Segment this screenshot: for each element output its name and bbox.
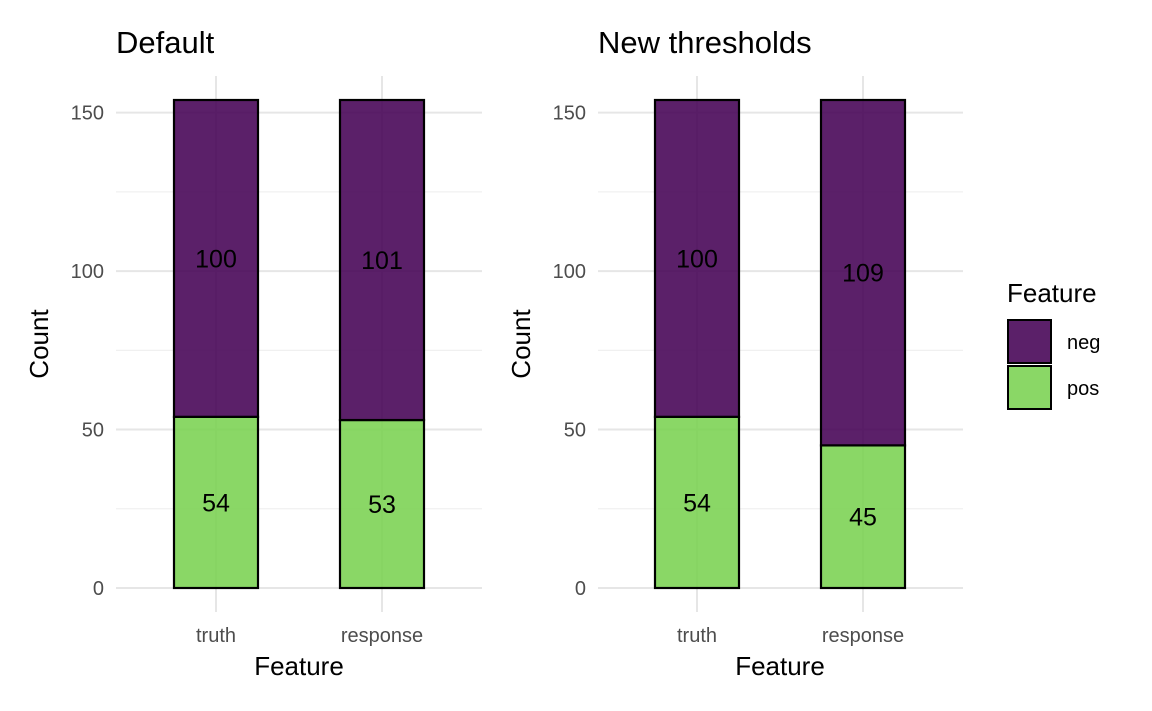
x-axis-title: Feature <box>735 651 825 681</box>
legend-label-pos: pos <box>1067 378 1099 400</box>
x-tick-label: truth <box>196 625 236 647</box>
x-axis-title: Feature <box>254 651 344 681</box>
panel-default: 0 50 100 150 54 100 truth 53 101 response Default F… <box>24 25 482 681</box>
y-axis-title: Count <box>506 309 536 379</box>
bar-pos-truth <box>172 415 260 590</box>
bar-neg-truth <box>172 98 260 418</box>
y-tick-label: 100 <box>71 261 104 283</box>
x-tick-label: response <box>822 625 904 647</box>
bar-value-label: 101 <box>361 247 403 275</box>
panel-title: Default <box>116 25 215 60</box>
legend-label-neg: neg <box>1067 332 1100 354</box>
bar-value-label: 53 <box>368 491 396 519</box>
y-tick-label: 150 <box>71 103 104 125</box>
legend-title: Feature <box>1007 278 1097 308</box>
bar-value-label: 100 <box>195 245 237 273</box>
bar-neg-truth <box>653 98 741 418</box>
y-tick-label: 100 <box>553 261 586 283</box>
bar-value-label: 54 <box>683 489 711 517</box>
panel-new-thresholds: 0 50 100 150 54 100 truth 45 109 response New thre… <box>506 25 963 681</box>
y-tick-label: 50 <box>564 420 586 442</box>
bar-pos-response <box>819 444 907 590</box>
y-axis-title: Count <box>24 309 54 379</box>
legend-key-pos <box>1007 365 1052 410</box>
legend-key-neg <box>1007 319 1052 364</box>
x-tick-label: response <box>341 625 423 647</box>
bar-pos-truth <box>653 415 741 590</box>
panel-title: New thresholds <box>598 25 812 60</box>
bar-value-label: 109 <box>842 260 884 288</box>
y-tick-label: 0 <box>93 578 104 600</box>
y-tick-label: 150 <box>553 103 586 125</box>
x-tick-label: truth <box>677 625 717 647</box>
bar-neg-response <box>338 98 426 422</box>
bar-neg-response <box>819 98 907 447</box>
y-tick-label: 50 <box>82 420 104 442</box>
bar-value-label: 45 <box>849 504 877 532</box>
legend: Feature neg pos <box>1007 278 1100 410</box>
bar-value-label: 54 <box>202 489 230 517</box>
bar-value-label: 100 <box>676 245 718 273</box>
y-tick-label: 0 <box>575 578 586 600</box>
